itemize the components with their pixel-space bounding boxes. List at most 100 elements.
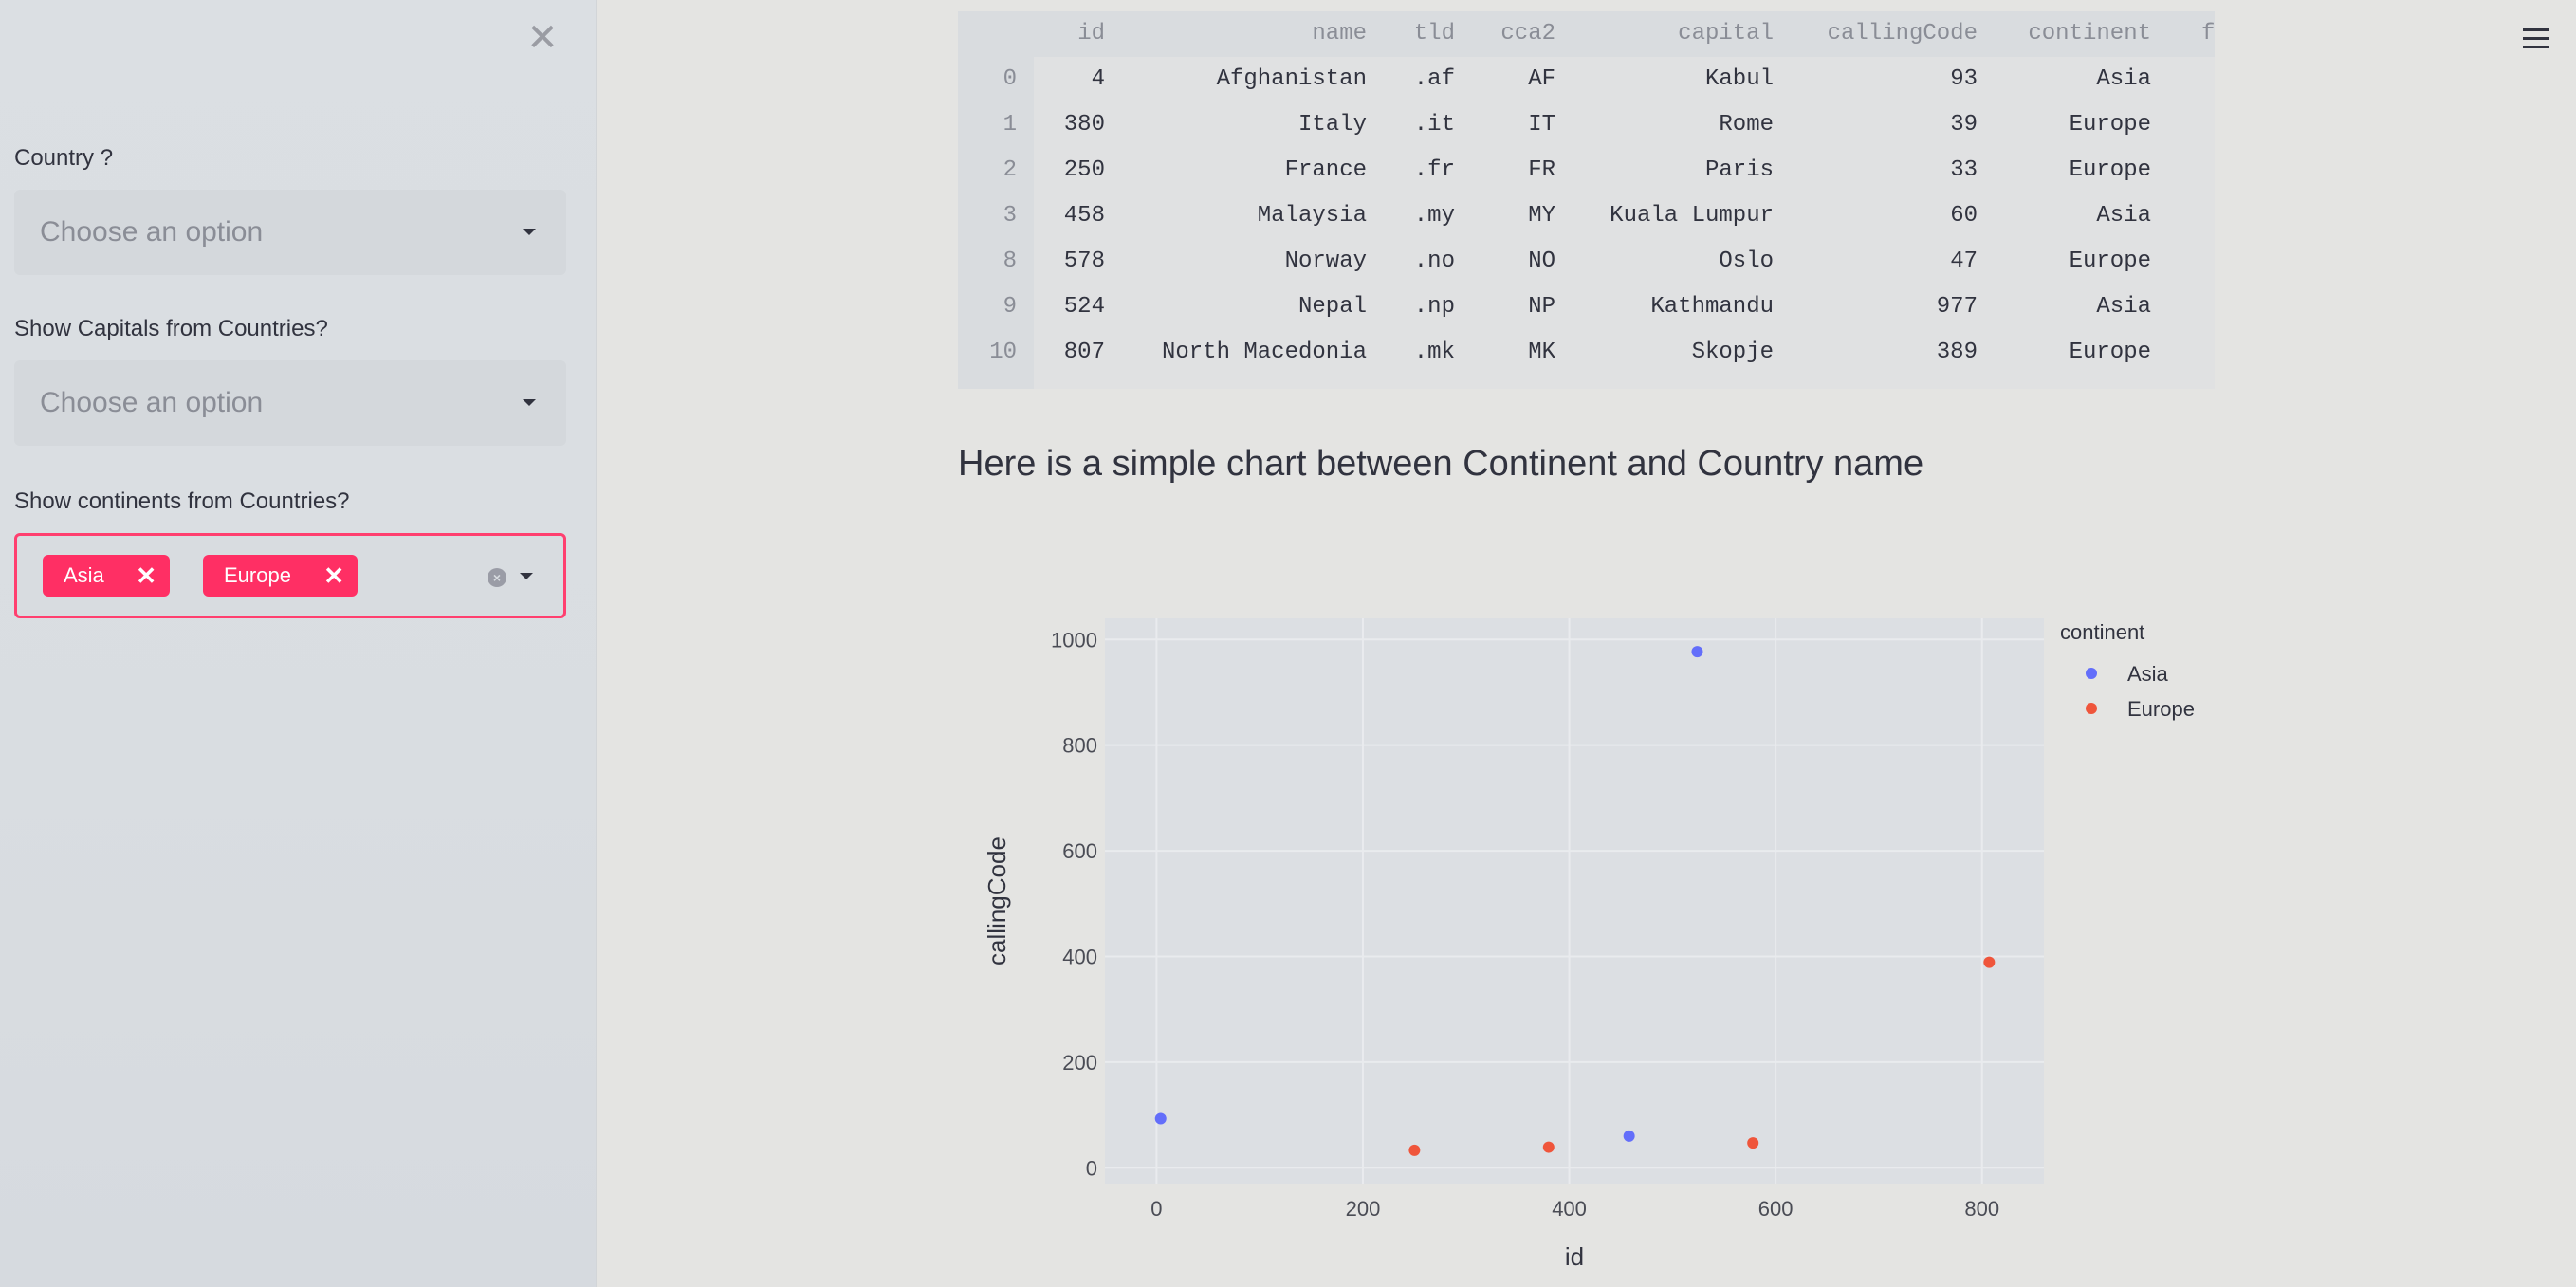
- table-cell: MY: [1528, 203, 1555, 229]
- data-point-asia: [1623, 1130, 1635, 1142]
- capitals-label: Show Capitals from Countries?: [14, 316, 328, 341]
- column-header: name: [1312, 21, 1367, 46]
- country-select[interactable]: Choose an option: [14, 190, 566, 275]
- table-cell: .np: [1413, 294, 1455, 320]
- table-cell: 60: [1950, 203, 1978, 229]
- table-cell: MK: [1528, 340, 1555, 365]
- x-axis-label: id: [1565, 1242, 1584, 1271]
- table-cell: 807: [1063, 340, 1105, 365]
- row-index: 3: [1003, 203, 1017, 229]
- table-cell: Malaysia: [1257, 203, 1367, 229]
- table-cell: FR: [1528, 157, 1555, 183]
- tag-europe-label: Europe: [224, 563, 291, 587]
- table-cell: 39: [1950, 112, 1978, 138]
- table-cell: Asia: [2096, 203, 2151, 229]
- tag-asia: Asia ✕: [43, 555, 170, 597]
- country-select-placeholder: Choose an option: [40, 216, 264, 248]
- legend-item-europe: Europe: [2127, 697, 2195, 721]
- scatter-chart[interactable]: 0 200 400 600 800 0 200 400 600 800 1000 id callingC…: [958, 607, 2229, 1271]
- x-tick-label: 800: [1964, 1197, 1999, 1221]
- legend-title: continent: [2060, 620, 2144, 644]
- table-cell: NP: [1528, 294, 1555, 320]
- data-point-europe: [1747, 1137, 1759, 1149]
- table-cell: Afghanistan: [1216, 66, 1367, 92]
- continents-label: Show continents from Countries?: [14, 488, 350, 514]
- row-index: 9: [1003, 294, 1017, 320]
- column-header: tld: [1413, 21, 1455, 46]
- table-cell: 380: [1063, 112, 1105, 138]
- table-cell: 458: [1063, 203, 1105, 229]
- table-cell: .no: [1413, 248, 1455, 274]
- row-index: 2: [1003, 157, 1017, 183]
- column-header: callingCode: [1827, 21, 1978, 46]
- table-cell: Europe: [2069, 248, 2151, 274]
- column-header: continent: [2028, 21, 2151, 46]
- dataframe-table[interactable]: id name tld cca2 capital callingCode continent…: [958, 11, 2215, 389]
- table-cell: 4: [1091, 66, 1105, 92]
- capitals-select-placeholder: Choose an option: [40, 387, 264, 418]
- column-header: id: [1077, 21, 1105, 46]
- table-cell: Asia: [2096, 66, 2151, 92]
- table-cell: Oslo: [1719, 248, 1774, 274]
- sidebar: ✕ Country ? Choose an option Show Capita…: [0, 0, 597, 1287]
- table-cell: Skopje: [1691, 340, 1774, 365]
- remove-europe-icon[interactable]: ✕: [323, 561, 344, 590]
- table-cell: 389: [1936, 340, 1978, 365]
- table-cell: IT: [1528, 112, 1555, 138]
- legend-marker: [2086, 703, 2097, 714]
- legend-marker: [2086, 668, 2097, 679]
- table-cell: 250: [1063, 157, 1105, 183]
- y-axis-label: callingCode: [983, 837, 1011, 965]
- x-tick-label: 0: [1150, 1197, 1162, 1221]
- table-cell: .mk: [1413, 340, 1455, 365]
- table-cell: Asia: [2096, 294, 2151, 320]
- legend-item-asia: Asia: [2127, 662, 2169, 686]
- table-cell: Italy: [1297, 112, 1367, 138]
- x-tick-label: 600: [1758, 1197, 1794, 1221]
- data-point-europe: [1983, 956, 1996, 968]
- table-cell: 93: [1950, 66, 1978, 92]
- data-point-asia: [1154, 1112, 1167, 1125]
- tag-europe: Europe ✕: [203, 555, 358, 597]
- chevron-down-icon[interactable]: [520, 573, 533, 579]
- close-sidebar-icon[interactable]: ✕: [526, 17, 559, 59]
- continents-multiselect[interactable]: Asia ✕ Europe ✕ ×: [14, 533, 566, 618]
- capitals-select[interactable]: Choose an option: [14, 360, 566, 446]
- table-cell: Nepal: [1297, 294, 1367, 320]
- clear-all-icon[interactable]: ×: [488, 568, 506, 587]
- hamburger-menu-icon[interactable]: [2523, 28, 2549, 51]
- table-cell: 977: [1936, 294, 1978, 320]
- table-cell: .my: [1413, 203, 1455, 229]
- row-index: 8: [1003, 248, 1017, 274]
- chevron-down-icon: [523, 399, 536, 406]
- y-tick-label: 1000: [1051, 628, 1097, 652]
- table-cell: 47: [1950, 248, 1978, 274]
- tag-asia-label: Asia: [64, 563, 104, 587]
- table-cell: North Macedonia: [1161, 340, 1367, 365]
- table-cell: .it: [1413, 112, 1455, 138]
- table-cell: Europe: [2069, 112, 2151, 138]
- table-index-column: [958, 11, 1034, 389]
- table-cell: Europe: [2069, 157, 2151, 183]
- table-cell: France: [1284, 157, 1367, 183]
- table-cell: 524: [1063, 294, 1105, 320]
- table-cell: .fr: [1413, 157, 1455, 183]
- table-cell: Norway: [1284, 248, 1367, 274]
- y-tick-label: 600: [1062, 839, 1097, 863]
- plot-area: [1105, 618, 2044, 1184]
- table-cell: 578: [1063, 248, 1105, 274]
- chevron-down-icon: [523, 229, 536, 235]
- remove-asia-icon[interactable]: ✕: [136, 561, 156, 590]
- column-header: capital: [1678, 21, 1774, 46]
- table-cell: Kabul: [1704, 66, 1774, 92]
- table-header: [958, 11, 2215, 57]
- y-tick-label: 0: [1086, 1156, 1097, 1180]
- data-point-europe: [1408, 1144, 1421, 1156]
- table-cell: NO: [1528, 248, 1555, 274]
- country-label: Country ?: [14, 145, 114, 171]
- column-header: cca2: [1500, 21, 1555, 46]
- table-cell: Europe: [2069, 340, 2151, 365]
- table-cell: AF: [1528, 66, 1555, 92]
- y-tick-label: 800: [1062, 734, 1097, 758]
- data-point-europe: [1542, 1141, 1555, 1153]
